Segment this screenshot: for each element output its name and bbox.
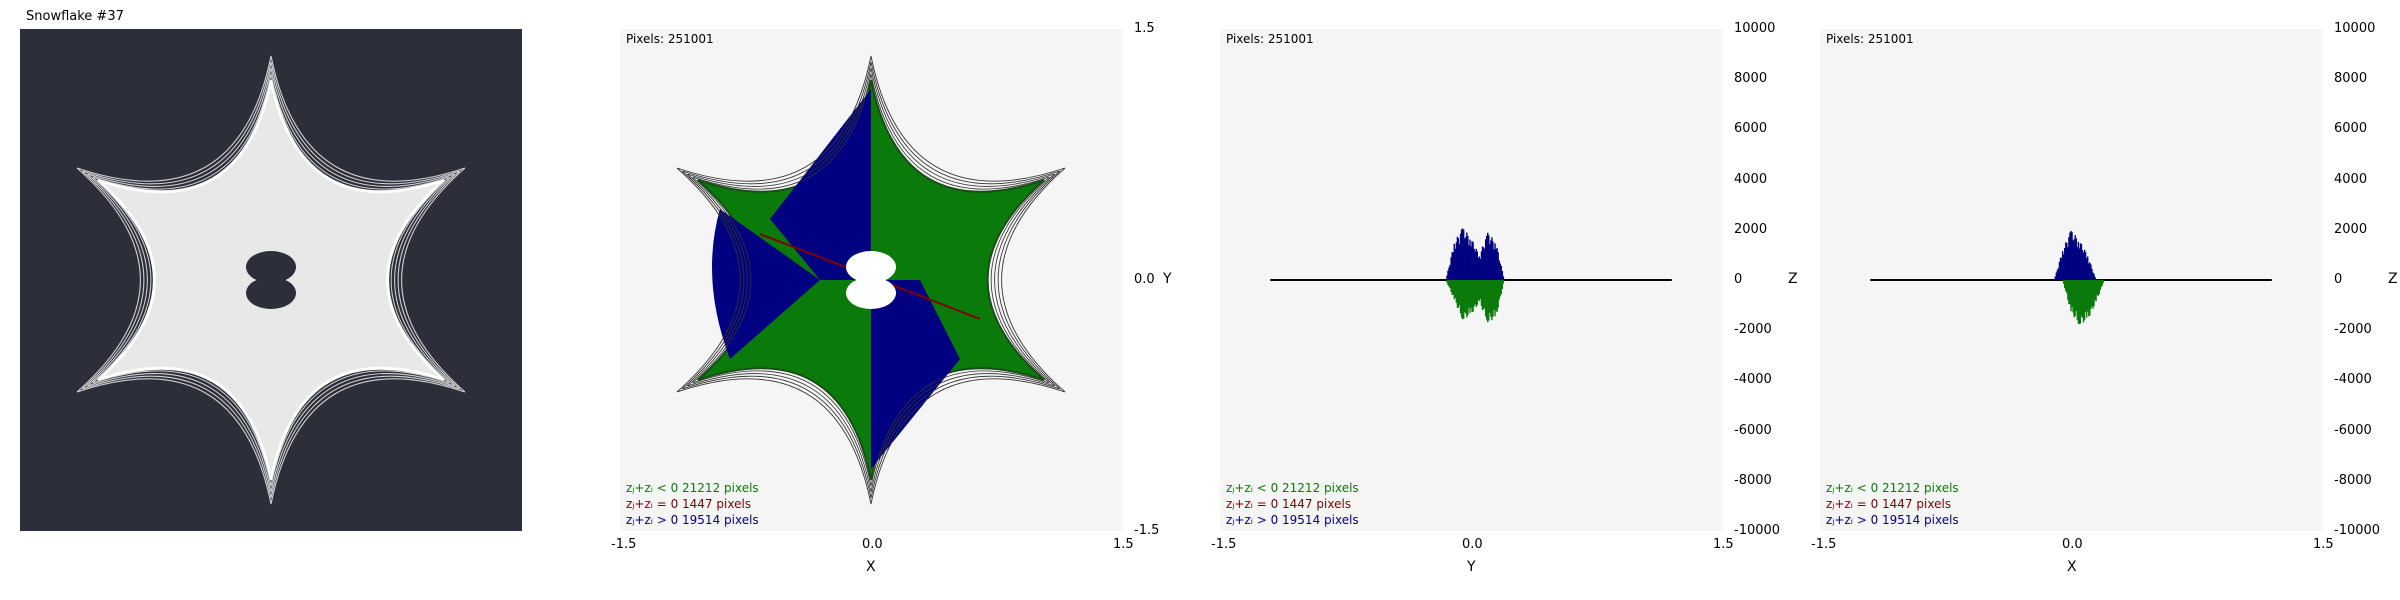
z-tick: 10000	[1734, 21, 1776, 36]
snowflake-contour	[692, 73, 1050, 487]
pixel-count: Pixels: 251001	[626, 32, 714, 46]
xy-scatter	[676, 55, 1066, 505]
fractal-image	[20, 29, 522, 531]
legend-negative: zⱼ+zᵢ < 0 21212 pixels	[1226, 481, 1359, 495]
z-tick: -4000	[1734, 372, 1772, 388]
legend-positive: zⱼ+zᵢ > 0 19514 pixels	[626, 513, 759, 527]
xz-plot: Pixels: 251001 zⱼ+zᵢ < 0 21212 pixels zⱼ…	[1820, 29, 2322, 531]
z-tick: 6000	[1734, 121, 1768, 137]
z-tick: -2000	[1734, 322, 1772, 338]
z-tick: 0	[2334, 272, 2343, 287]
legend-negative: zⱼ+zᵢ < 0 21212 pixels	[1826, 481, 1959, 495]
y-axis-label: Z	[1788, 271, 1798, 287]
z-tick: 0	[1734, 272, 1743, 287]
z-tick: 4000	[1734, 171, 1768, 187]
snowflake-contour	[676, 55, 1066, 505]
legend-zero: zⱼ+zᵢ = 0 1447 pixels	[1826, 497, 1952, 511]
z-tick: -4000	[2334, 372, 2372, 388]
xz-area-chart	[1870, 230, 2272, 325]
legend-zero: zⱼ+zᵢ = 0 1447 pixels	[1226, 497, 1352, 511]
yz-plot: Pixels: 251001 zⱼ+zᵢ < 0 21212 pixels zⱼ…	[1220, 29, 1722, 531]
y-axis-label: Z	[2388, 271, 2398, 287]
z-tick: -8000	[2334, 472, 2372, 488]
z-tick: -10000	[1734, 523, 1781, 538]
region-positive-left	[712, 209, 820, 359]
z-tick: -2000	[2334, 322, 2372, 338]
legend-positive: zⱼ+zᵢ > 0 19514 pixels	[1826, 513, 1959, 527]
snowflake-contour	[681, 61, 1061, 499]
z-tick: -6000	[1734, 422, 1772, 438]
z-tick: -10000	[2334, 523, 2381, 538]
snowflake-contour	[76, 55, 466, 505]
z-tick: -6000	[2334, 422, 2372, 438]
hole-top	[246, 251, 296, 283]
x-axis-label: X	[866, 559, 876, 575]
hole-bottom	[846, 277, 896, 309]
y-tick: 1.5	[1134, 21, 1155, 36]
hole-bottom	[246, 277, 296, 309]
x-axis-label: Y	[1467, 559, 1476, 575]
legend: zⱼ+zᵢ < 0 21212 pixels zⱼ+zᵢ = 0 1447 pi…	[1826, 480, 1959, 528]
z-tick: -8000	[1734, 472, 1772, 488]
z-tick: 4000	[2334, 171, 2368, 187]
yz-area-chart	[1270, 228, 1672, 323]
z-tick: 2000	[1734, 221, 1768, 237]
snowflake-contour	[687, 67, 1055, 493]
snowflake-contour	[81, 61, 461, 499]
x-tick: 1.5	[1713, 537, 1734, 552]
x-tick: -1.5	[1211, 537, 1237, 552]
z-tick: 8000	[2334, 71, 2368, 87]
xy-plot: Pixels: 251001 zⱼ+zᵢ < 0 21212 pixels zⱼ…	[620, 29, 1122, 531]
region-positive-bottom	[871, 280, 960, 469]
x-tick: 0.0	[1462, 537, 1483, 552]
x-tick: -1.5	[1811, 537, 1837, 552]
snowflake-fractal	[76, 55, 466, 505]
hole-top	[846, 251, 896, 283]
legend-positive: zⱼ+zᵢ > 0 19514 pixels	[1226, 513, 1359, 527]
snowflake-contour	[87, 67, 455, 493]
x-axis-label: X	[2067, 559, 2077, 575]
y-tick: -1.5	[1134, 523, 1160, 538]
page-title: Snowflake #37	[26, 9, 124, 24]
x-tick: 1.5	[1113, 537, 1134, 552]
x-tick: -1.5	[611, 537, 637, 552]
x-tick: 1.5	[2313, 537, 2334, 552]
z-tick: 2000	[2334, 221, 2368, 237]
legend: zⱼ+zᵢ < 0 21212 pixels zⱼ+zᵢ = 0 1447 pi…	[1226, 480, 1359, 528]
y-axis-label: Y	[1163, 271, 1172, 287]
y-tick: 0.0	[1134, 272, 1155, 287]
legend-zero: zⱼ+zᵢ = 0 1447 pixels	[626, 497, 752, 511]
pixel-count: Pixels: 251001	[1826, 32, 1914, 46]
pixel-count: Pixels: 251001	[1226, 32, 1314, 46]
legend-negative: zⱼ+zᵢ < 0 21212 pixels	[626, 481, 759, 495]
z-tick: 6000	[2334, 121, 2368, 137]
z-tick: 10000	[2334, 21, 2376, 36]
legend: zⱼ+zᵢ < 0 21212 pixels zⱼ+zᵢ = 0 1447 pi…	[626, 480, 759, 528]
z-tick: 8000	[1734, 71, 1768, 87]
x-tick: 0.0	[862, 537, 883, 552]
snowflake-contour	[92, 73, 450, 487]
x-tick: 0.0	[2062, 537, 2083, 552]
